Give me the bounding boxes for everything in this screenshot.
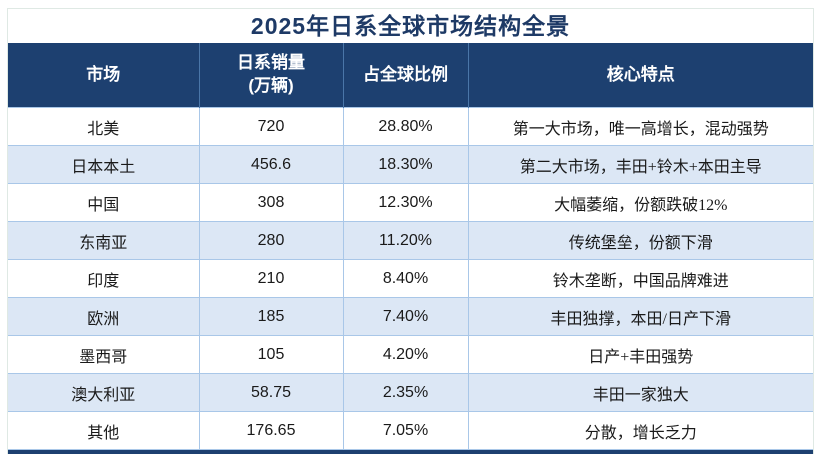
table-row: 其他 176.65 7.05% 分散，增长乏力 <box>8 411 813 450</box>
cell-market: 北美 <box>8 107 200 146</box>
cell-sales: 185 <box>198 297 344 336</box>
cell-traits: 第二大市场，丰田+铃木+本田主导 <box>467 145 813 184</box>
table-row: 日本本土 456.6 18.30% 第二大市场，丰田+铃木+本田主导 <box>8 145 813 184</box>
cell-market: 中国 <box>8 183 200 222</box>
cell-market: 日本本土 <box>8 145 200 184</box>
cell-share: 2.35% <box>342 373 469 412</box>
cell-traits: 分散，增长乏力 <box>467 411 813 450</box>
table-row: 澳大利亚 58.75 2.35% 丰田一家独大 <box>8 373 813 412</box>
cell-sales: 456.6 <box>198 145 344 184</box>
table-row: 中国 308 12.30% 大幅萎缩，份额跌破12% <box>8 183 813 222</box>
cell-market: 其他 <box>8 411 200 450</box>
cell-market: 印度 <box>8 259 200 298</box>
cell-share: 11.20% <box>342 221 469 260</box>
page-title: 2025年日系全球市场结构全景 <box>250 13 571 39</box>
cell-market: 东南亚 <box>8 221 200 260</box>
table-row: 欧洲 185 7.40% 丰田独撑，本田/日产下滑 <box>8 297 813 336</box>
cell-share: 12.30% <box>342 183 469 222</box>
cell-sales: 720 <box>198 107 344 146</box>
cell-traits: 大幅萎缩，份额跌破12% <box>467 183 813 222</box>
table-frame: 2025年日系全球市场结构全景 市场 日系销量 (万辆) 占全球比例 核心特点 … <box>7 8 814 454</box>
table-row: 北美 720 28.80% 第一大市场，唯一高增长，混动强势 <box>8 107 813 146</box>
header-row: 市场 日系销量 (万辆) 占全球比例 核心特点 <box>8 43 813 108</box>
cell-share: 4.20% <box>342 335 469 374</box>
col-header-share: 占全球比例 <box>343 43 469 108</box>
cell-sales: 280 <box>198 221 344 260</box>
col-header-traits: 核心特点 <box>468 43 813 108</box>
col-header-market: 市场 <box>8 43 200 108</box>
cell-sales: 210 <box>198 259 344 298</box>
table-row: 墨西哥 105 4.20% 日产+丰田强势 <box>8 335 813 374</box>
market-structure-table: 市场 日系销量 (万辆) 占全球比例 核心特点 北美 720 28.80% 第一… <box>8 43 813 450</box>
cell-traits: 丰田独撑，本田/日产下滑 <box>467 297 813 336</box>
cell-sales: 58.75 <box>198 373 344 412</box>
cell-share: 18.30% <box>342 145 469 184</box>
cell-share: 7.40% <box>342 297 469 336</box>
cell-share: 7.05% <box>342 411 469 450</box>
cell-traits: 日产+丰田强势 <box>467 335 813 374</box>
cell-share: 8.40% <box>342 259 469 298</box>
table-row: 东南亚 280 11.20% 传统堡垒，份额下滑 <box>8 221 813 260</box>
cell-traits: 铃木垄断，中国品牌难进 <box>467 259 813 298</box>
cell-traits: 丰田一家独大 <box>467 373 813 412</box>
cell-share: 28.80% <box>342 107 469 146</box>
cell-market: 澳大利亚 <box>8 373 200 412</box>
cell-sales: 308 <box>198 183 344 222</box>
table-row: 印度 210 8.40% 铃木垄断，中国品牌难进 <box>8 259 813 298</box>
cell-market: 墨西哥 <box>8 335 200 374</box>
cell-market: 欧洲 <box>8 297 200 336</box>
cell-traits: 第一大市场，唯一高增长，混动强势 <box>467 107 813 146</box>
cell-sales: 176.65 <box>198 411 344 450</box>
cell-traits: 传统堡垒，份额下滑 <box>467 221 813 260</box>
col-header-sales: 日系销量 (万辆) <box>199 43 344 108</box>
cell-sales: 105 <box>198 335 344 374</box>
table-bottom-border <box>8 450 813 454</box>
